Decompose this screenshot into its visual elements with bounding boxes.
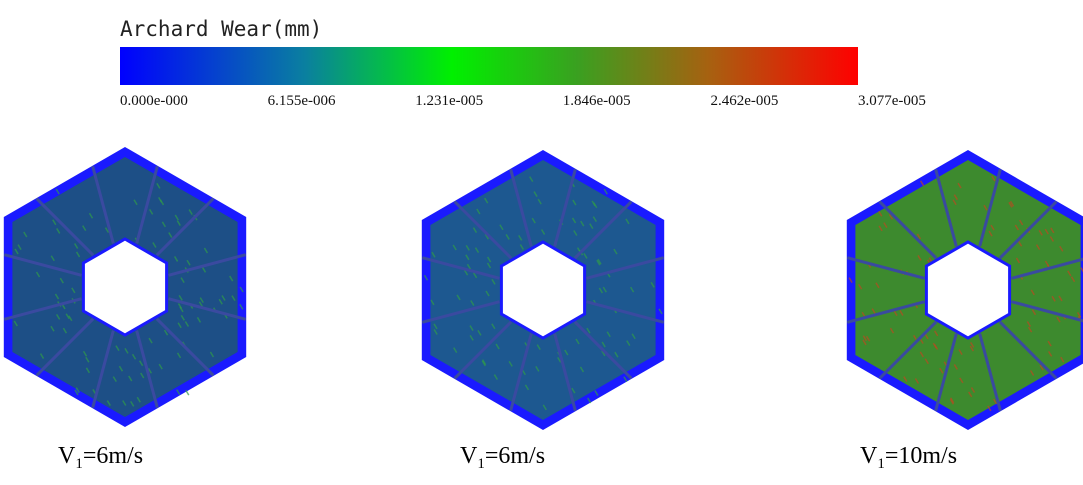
colorbar-tick-label: 3.077e-005 xyxy=(858,93,926,109)
hexagon-model xyxy=(847,150,1083,430)
label-sub: 1 xyxy=(877,456,885,472)
colorbar-tick-label: 0.000e-000 xyxy=(120,93,188,109)
panel-label: V1=10m/s xyxy=(860,443,957,472)
colorbar-tick-label: 2.462e-005 xyxy=(710,93,778,109)
colorbar-tick-label: 6.155e-006 xyxy=(268,93,336,109)
hexagon-model xyxy=(4,147,246,427)
label-rest: =6m/s xyxy=(485,443,545,469)
colorbar xyxy=(120,47,858,85)
label-base: V xyxy=(860,443,878,469)
panel-label: V1=6m/s xyxy=(58,443,143,472)
colorbar-title: Archard Wear(mm) xyxy=(120,17,322,41)
label-base: V xyxy=(58,443,76,469)
label-sub: 1 xyxy=(477,456,485,472)
label-rest: =10m/s xyxy=(885,443,957,469)
colorbar-tick-label: 1.846e-005 xyxy=(563,93,631,109)
figure: Archard Wear(mm) 0.000e-000 6.155e-006 1.2… xyxy=(0,0,1083,485)
label-sub: 1 xyxy=(75,456,83,472)
colorbar-tick-label: 1.231e-005 xyxy=(415,93,483,109)
hexagon-model xyxy=(422,150,664,430)
label-base: V xyxy=(460,443,478,469)
panel-label: V1=6m/s xyxy=(460,443,545,472)
label-rest: =6m/s xyxy=(83,443,143,469)
